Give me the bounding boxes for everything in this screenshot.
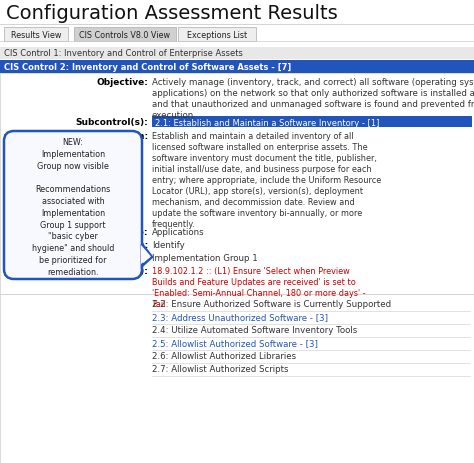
Bar	[178, 28, 256, 42]
Text: Description:: Description:	[86, 131, 148, 141]
Text: Establish and maintain a detailed inventory of all
licensed software installed o: Establish and maintain a detailed invent…	[152, 131, 381, 228]
Text: Implementation Group:: Implementation Group:	[29, 253, 148, 263]
Text: Subcontrol(s):: Subcontrol(s):	[75, 118, 148, 127]
Bar	[4, 28, 68, 42]
Text: 2.2: Ensure Authorized Software is Currently Supported: 2.2: Ensure Authorized Software is Curre…	[152, 300, 391, 308]
Text: CIS Controls V8.0 View: CIS Controls V8.0 View	[80, 31, 171, 39]
Text: 2.3: Address Unauthorized Software - [3]: 2.3: Address Unauthorized Software - [3]	[152, 313, 328, 321]
Text: Objective:: Objective:	[96, 78, 148, 87]
Text: Security Function:: Security Function:	[55, 240, 148, 250]
Polygon shape	[142, 244, 152, 266]
Polygon shape	[141, 245, 151, 264]
Text: Actively manage (inventory, track, and correct) all software (operating systems : Actively manage (inventory, track, and c…	[152, 78, 474, 120]
Text: Implementation Group 1: Implementation Group 1	[152, 253, 258, 263]
Text: Configuration Assessment Results: Configuration Assessment Results	[6, 4, 338, 23]
Text: 2.5: Allowlist Authorized Software - [3]: 2.5: Allowlist Authorized Software - [3]	[152, 338, 318, 347]
Text: CIS Control 1: Inventory and Control of Enterprise Assets: CIS Control 1: Inventory and Control of …	[4, 50, 243, 58]
Bar	[0, 48, 474, 60]
Bar	[152, 117, 472, 128]
Text: 2.7: Allowlist Authorized Scripts: 2.7: Allowlist Authorized Scripts	[152, 364, 289, 373]
Bar	[74, 28, 176, 42]
Text: NEW:
Implementation
Group now visible

Recommendations
associated with
Implement: NEW: Implementation Group now visible Re…	[32, 138, 114, 276]
Text: Identify: Identify	[152, 240, 185, 250]
Text: 2.4: Utilize Automated Software Inventory Tools: 2.4: Utilize Automated Software Inventor…	[152, 325, 357, 334]
Text: Results View: Results View	[11, 31, 61, 39]
Bar	[0, 74, 474, 463]
FancyBboxPatch shape	[4, 131, 142, 279]
Text: CIS Control 2: Inventory and Control of Software Assets - [7]: CIS Control 2: Inventory and Control of …	[4, 63, 291, 71]
Text: Applications: Applications	[152, 227, 205, 237]
Text: Exceptions List: Exceptions List	[187, 31, 247, 39]
Bar	[0, 61, 474, 74]
Text: Rule(s):: Rule(s):	[108, 266, 148, 275]
Text: 2.1: Establish and Maintain a Software Inventory - [1]: 2.1: Establish and Maintain a Software I…	[155, 118, 379, 127]
Text: 2.6: Allowlist Authorized Libraries: 2.6: Allowlist Authorized Libraries	[152, 351, 296, 360]
Text: 18.9.102.1.2 :: (L1) Ensure 'Select when Preview
Builds and Feature Updates are : 18.9.102.1.2 :: (L1) Ensure 'Select when…	[152, 266, 365, 308]
Text: Asset Type:: Asset Type:	[90, 227, 148, 237]
